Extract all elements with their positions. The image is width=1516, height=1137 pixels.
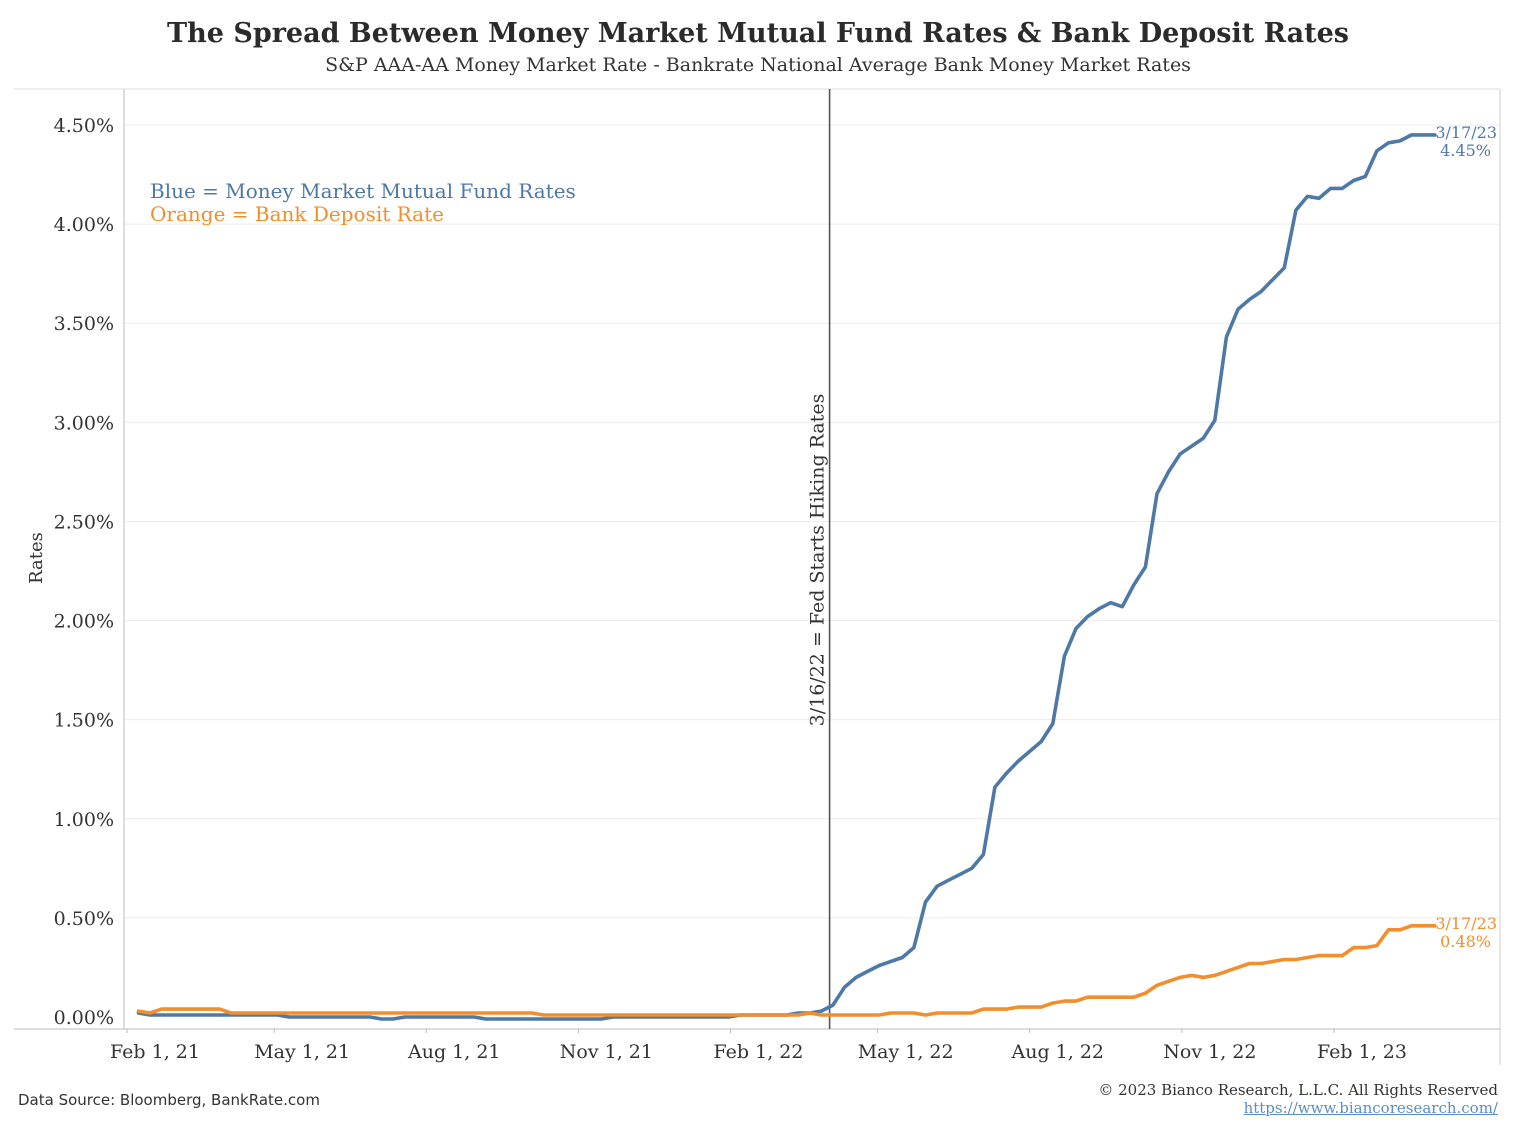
x-tick-label: Feb 1, 22 [714,1041,804,1063]
data-source-note: Data Source: Bloomberg, BankRate.com [18,1091,320,1109]
y-tick-label: 4.50% [54,115,114,137]
fed-hike-marker: 3/16/22 = Fed Starts Hiking Rates [807,89,831,1029]
y-tick-labels: 0.00% 0.50% 1.00% 1.50% 2.00% 2.50% 3.00% 3.50%… [54,115,114,1029]
y-tick-label: 0.50% [54,908,114,930]
x-tick-label: May 1, 22 [858,1041,954,1063]
x-tick-label: Aug 1, 22 [1011,1041,1105,1063]
y-tick-label: 1.50% [54,710,114,732]
x-tick-label: Aug 1, 21 [407,1041,501,1063]
x-tick-label: Feb 1, 23 [1317,1041,1407,1063]
x-tick-label: Nov 1, 21 [560,1041,653,1063]
legend: Blue = Money Market Mutual Fund RatesOra… [150,179,576,226]
series-lines [136,133,1437,1021]
website-link[interactable]: https://www.biancoresearch.com/ [1243,1099,1498,1117]
legend-entry: Orange = Bank Deposit Rate [150,202,444,226]
y-tick-label: 1.00% [54,809,114,831]
x-tick-label: Nov 1, 22 [1163,1041,1256,1063]
fed-hike-label: 3/16/22 = Fed Starts Hiking Rates [807,394,829,727]
y-tick-label: 2.50% [54,511,114,533]
money-market-fund-line [136,133,1437,1021]
y-tick-label: 2.00% [54,611,114,633]
x-tick-label: Feb 1, 21 [110,1041,200,1063]
end-label-value: 4.45% [1440,141,1491,160]
bank-deposit-line [136,923,1437,1017]
copyright-note: © 2023 Bianco Research, L.L.C. All Right… [1098,1081,1498,1099]
end-label-value: 0.48% [1440,932,1491,951]
axes [14,88,1501,1065]
x-tick-labels: Feb 1, 21 May 1, 21 Aug 1, 21 Nov 1, 21 Feb … [110,1029,1407,1063]
end-labels: 3/17/234.45%3/17/230.48% [1435,123,1497,951]
gridlines [124,124,1500,919]
end-label-date: 3/17/23 [1435,914,1497,933]
x-tick-label: May 1, 21 [254,1041,350,1063]
legend-entry: Blue = Money Market Mutual Fund Rates [150,179,576,203]
y-tick-label: 3.00% [54,412,114,434]
y-tick-label: 4.00% [54,214,114,236]
y-tick-label: 3.50% [54,313,114,335]
end-label-date: 3/17/23 [1435,123,1497,142]
y-tick-label: 0.00% [54,1007,114,1029]
chart-title: The Spread Between Money Market Mutual F… [167,18,1349,49]
chart-subtitle: S&P AAA-AA Money Market Rate - Bankrate … [325,54,1191,76]
y-axis-label: Rates [26,532,47,584]
